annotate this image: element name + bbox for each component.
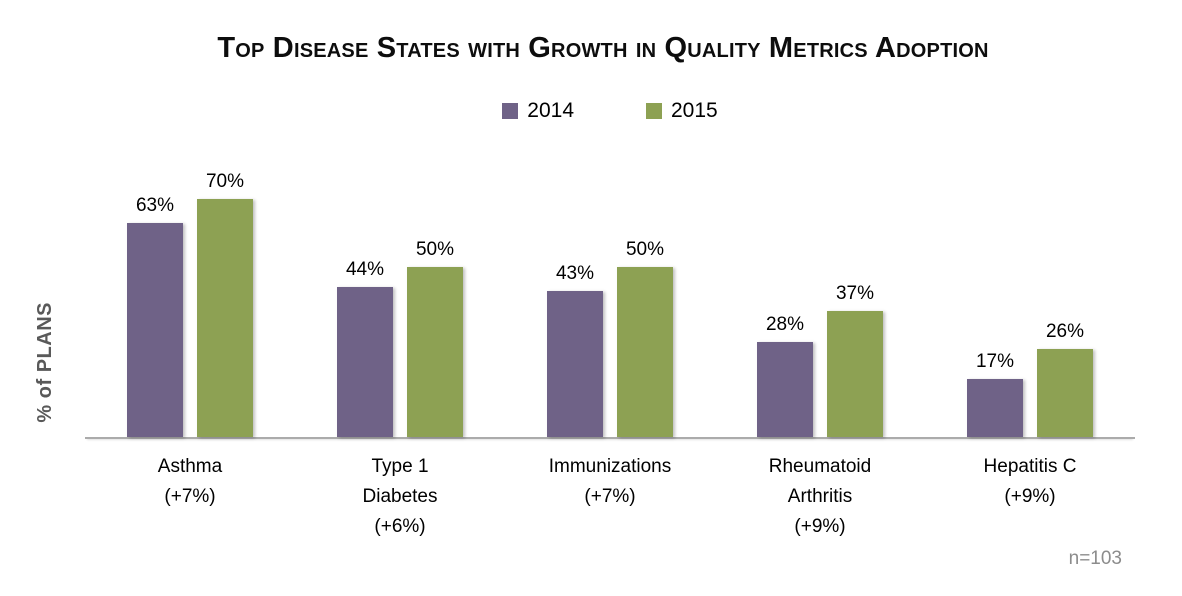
bar-group-immunizations: 43% 50% — [505, 97, 715, 437]
bar-2014 — [547, 291, 603, 437]
bar-group-type-1-diabetes: 44% 50% — [295, 97, 505, 437]
y-axis-title: % of PLANS — [28, 232, 62, 492]
bar-2015 — [617, 267, 673, 437]
bar-column-2015: 50% — [407, 97, 463, 437]
bar-column-2014: 28% — [757, 97, 813, 437]
bar-value-label: 50% — [625, 239, 665, 260]
bar-2015 — [1037, 349, 1093, 437]
legend-swatch-2015 — [646, 103, 662, 119]
bar-column-2015: 37% — [827, 97, 883, 437]
bar-value-label: 26% — [1045, 321, 1085, 342]
legend: 2014 2015 — [85, 99, 1135, 123]
legend-item-2014: 2014 — [502, 99, 574, 123]
bar-value-label: 70% — [205, 171, 245, 192]
bar-2014 — [337, 287, 393, 437]
bar-groups: 63% 70% 44% 50% 43% 50% 28% 37% 17% 26% — [85, 97, 1135, 437]
sample-size-note: n=103 — [1068, 548, 1122, 569]
bar-2014 — [757, 342, 813, 437]
legend-item-2015: 2015 — [646, 99, 718, 123]
bar-value-label: 50% — [415, 239, 455, 260]
bar-value-label: 44% — [345, 259, 385, 280]
category-label: Immunizations (+7%) — [548, 456, 672, 507]
plot-area: 63% 70% 44% 50% 43% 50% 28% 37% 17% 26% — [85, 97, 1135, 439]
legend-label-2014: 2014 — [527, 99, 574, 122]
bar-column-2015: 70% — [197, 97, 253, 437]
bar-2015 — [407, 267, 463, 437]
bar-value-label: 17% — [975, 351, 1015, 372]
category-label: Rheumatoid Arthritis (+9%) — [768, 456, 872, 537]
chart-title: Top Disease States with Growth in Qualit… — [217, 32, 989, 64]
bar-column-2014: 43% — [547, 97, 603, 437]
legend-label-2015: 2015 — [671, 99, 718, 122]
bar-2015 — [827, 311, 883, 437]
bar-value-label: 43% — [555, 263, 595, 284]
bar-group-asthma: 63% 70% — [85, 97, 295, 437]
bar-value-label: 28% — [765, 314, 805, 335]
bar-value-label: 37% — [835, 283, 875, 304]
legend-swatch-2014 — [502, 103, 519, 119]
category-label: Type 1 Diabetes (+6%) — [362, 456, 438, 537]
bar-group-rheumatoid-arthritis: 28% 37% — [715, 97, 925, 437]
category-label: Hepatitis C (+9%) — [983, 456, 1077, 507]
bar-group-hepatitis-c: 17% 26% — [925, 97, 1135, 437]
bar-column-2014: 63% — [127, 97, 183, 437]
x-axis-category-labels: Asthma (+7%) Type 1 Diabetes (+6%) Immunizati… — [85, 452, 1135, 542]
bar-column-2014: 17% — [967, 97, 1023, 437]
category-label: Asthma (+7%) — [157, 456, 223, 507]
bar-column-2015: 50% — [617, 97, 673, 437]
bar-2014 — [127, 223, 183, 437]
bar-2015 — [197, 199, 253, 437]
bar-value-label: 63% — [135, 195, 175, 216]
bar-column-2014: 44% — [337, 97, 393, 437]
y-axis-title-text: % of PLANS — [33, 301, 56, 423]
bar-2014 — [967, 379, 1023, 437]
bar-column-2015: 26% — [1037, 97, 1093, 437]
